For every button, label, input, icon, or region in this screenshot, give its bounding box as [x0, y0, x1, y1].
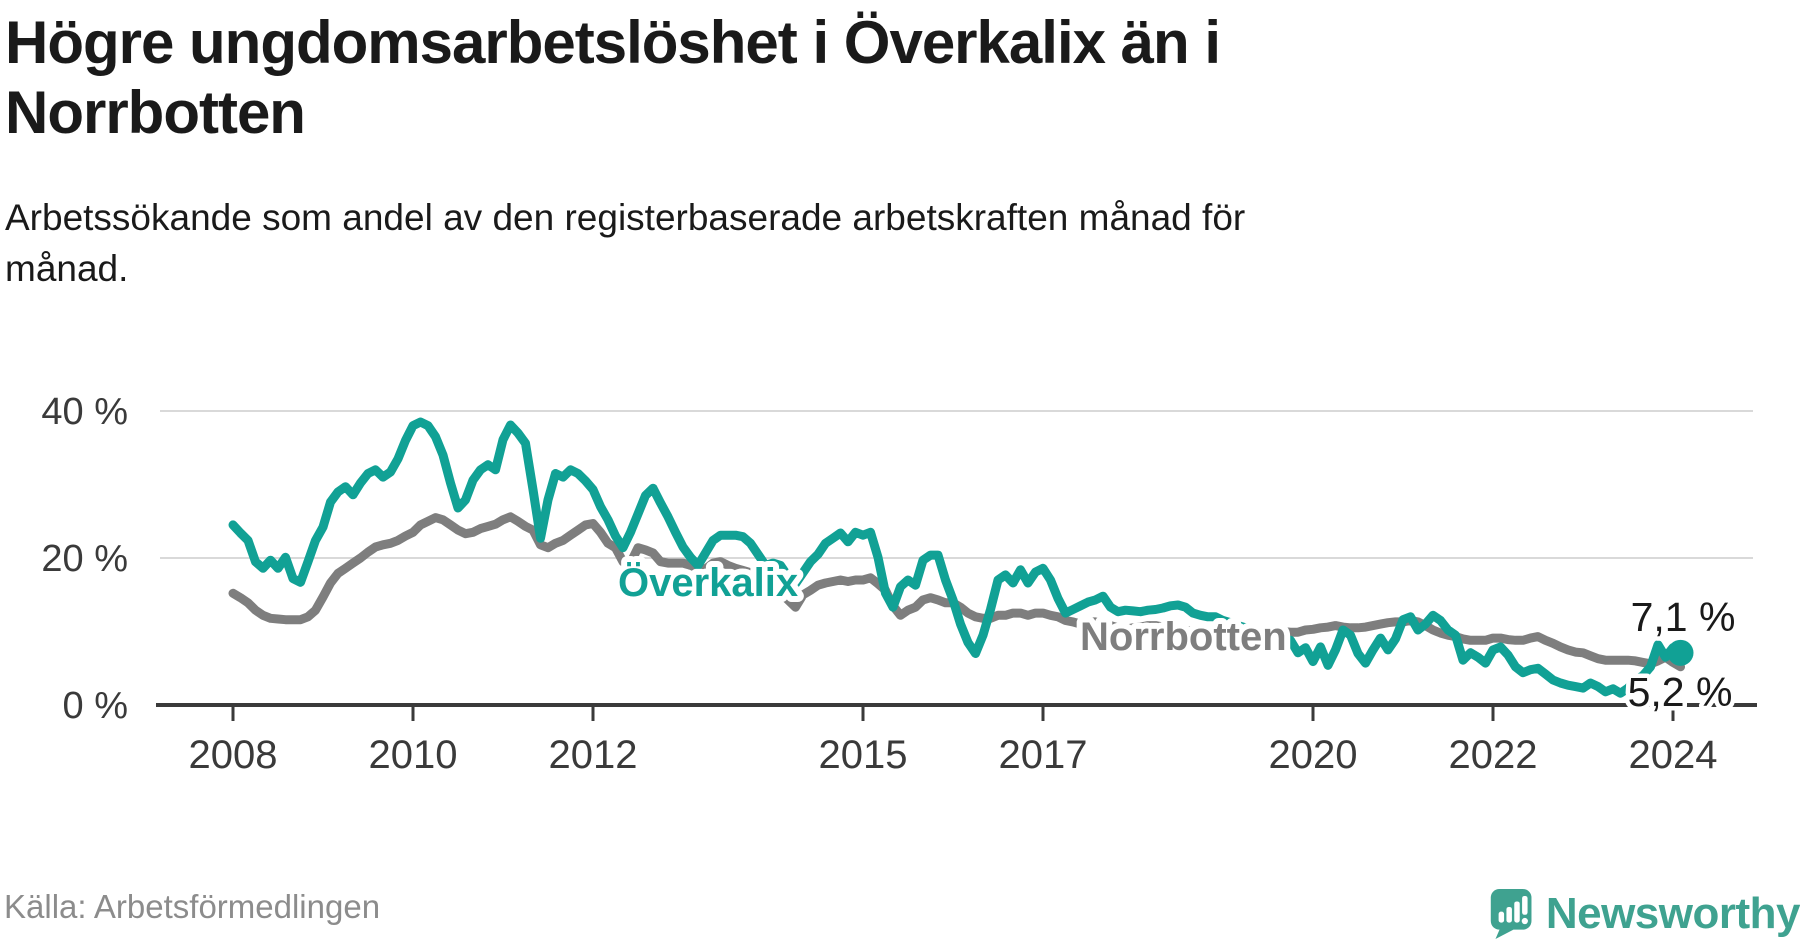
- x-tick-label-2017: 2017: [999, 733, 1088, 777]
- x-tick-label-2012: 2012: [549, 733, 638, 777]
- chart-subtitle-line1: Arbetssökande som andel av den registerb…: [5, 197, 1246, 238]
- x-tick-label-2024: 2024: [1629, 733, 1718, 777]
- x-tick-label-2015: 2015: [819, 733, 908, 777]
- x-tick-label-2008: 2008: [189, 733, 278, 777]
- y-tick-label-40: 40 %: [41, 391, 128, 433]
- y-tick-label-0: 0 %: [63, 685, 128, 727]
- series-end-dot-överkalix: [1667, 639, 1694, 666]
- x-tick-label-2020: 2020: [1269, 733, 1358, 777]
- source-note: Källa: Arbetsförmedlingen: [4, 888, 381, 925]
- series-line-norrbotten: [228, 512, 1685, 672]
- series-label-överkalix: Överkalix: [618, 560, 798, 605]
- series-line-överkalix: [228, 417, 1685, 698]
- chart-subtitle: Arbetssökande som andel av den registerb…: [5, 192, 1705, 294]
- x-tick-label-2022: 2022: [1449, 733, 1538, 777]
- page-title-line1: Högre ungdomsarbetslöshet i Överkalix än…: [5, 9, 1221, 76]
- newsworthy-brand: Newsworthy: [1490, 880, 1800, 948]
- end-value-label-1: 5,2 %: [1628, 669, 1733, 715]
- x-tick-label-2010: 2010: [369, 733, 458, 777]
- chart-subtitle-line2: månad.: [5, 248, 129, 290]
- y-tick-label-20: 20 %: [41, 538, 128, 580]
- newsworthy-logo-icon: [1490, 888, 1532, 940]
- page-title: Högre ungdomsarbetslöshet i Överkalix än…: [5, 8, 1485, 148]
- end-value-label-0: 7,1 %: [1631, 594, 1736, 640]
- page-title-line2: Norrbotten: [5, 79, 306, 147]
- series-label-norrbotten: Norrbotten: [1080, 615, 1287, 659]
- newsworthy-brand-text: Newsworthy: [1545, 889, 1800, 938]
